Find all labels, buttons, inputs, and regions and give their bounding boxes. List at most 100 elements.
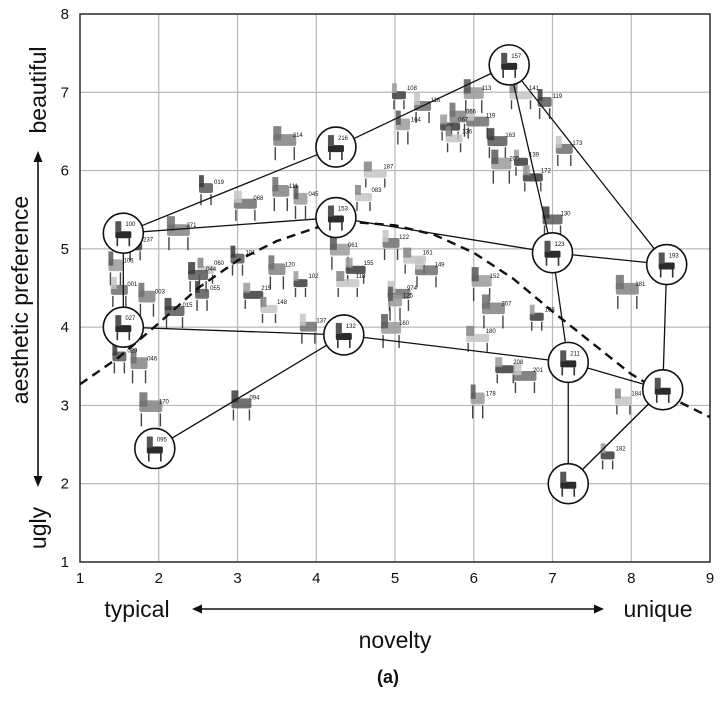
point-label: 215 [261,286,272,292]
chair-seat [327,145,344,153]
point-label: 137 [316,319,327,325]
point-label: 187 [383,164,394,170]
point-label: 044 [206,267,217,273]
chair-back [112,343,118,356]
point-label: 060 [214,261,225,267]
circled-point-label: 027 [125,316,136,322]
point-label: 119 [486,114,496,120]
chair-thumbnail [299,313,317,344]
chair-thumbnail [243,282,264,309]
point-label: 170 [159,399,170,405]
chair-back [273,126,282,141]
point-label: 173 [572,141,583,147]
chair-thumbnail [466,108,490,139]
x-tick-label: 1 [76,570,84,587]
point-label: 139 [529,153,540,159]
chair-thumbnail [363,161,387,188]
chair-back [495,357,503,368]
chair-back [146,436,153,448]
point-labels: 108 116 113 141 119 066 067 119 164 136 163 214 139 1… [123,86,646,452]
chair-back [414,92,421,106]
chair-back [130,349,137,364]
chair-thumbnail [230,245,245,276]
chair-seat [327,215,344,223]
point-label: 141 [529,86,540,92]
chair-back [615,274,624,290]
point-label: 178 [486,392,497,398]
chair-seat [514,157,528,166]
circled-point-label: 211 [570,351,580,357]
chair-thumbnail [231,390,252,421]
chair-thumbnail [555,136,573,166]
point-label: 181 [635,282,646,288]
chair-back [199,175,204,188]
point-label: 237 [143,237,154,243]
point-label: 046 [147,356,158,362]
chair-back [268,255,275,270]
point-label: 182 [616,446,627,452]
chair-thumbnail [293,184,308,219]
y-tick-label: 3 [61,397,69,414]
chair-back [470,384,476,399]
circled-point-label: 193 [669,254,680,260]
chair-seat [345,265,366,274]
point-label: 094 [249,395,260,401]
trend-curve-group [79,221,711,419]
chair-thumbnail [139,392,163,427]
point-label: 184 [631,392,642,398]
chair-seat [243,290,264,299]
x-tick-label: 4 [312,570,320,587]
outline-line [508,64,668,265]
chair-thumbnail [108,251,123,286]
chair-thumbnail [355,184,372,211]
chair-back [363,161,372,172]
chair-back [509,83,518,94]
chair-back [449,102,456,117]
point-label: 155 [364,261,375,267]
chair-seat [336,279,360,288]
point-label: 067 [458,118,469,124]
chair-thumbnail [470,384,485,419]
chair-thumbnail [138,282,156,317]
point-label: 101 [246,251,257,257]
chair-back [293,271,299,281]
chair-back [491,149,499,164]
chair-back [391,83,397,94]
chair-back [272,177,279,192]
chair-back [293,184,299,200]
point-label: 120 [285,262,296,268]
chair-seat [600,451,615,460]
y-tick-label: 5 [61,241,69,258]
chair-thumbnail [199,175,213,206]
chair-back [336,271,345,281]
circled-point-label: 095 [157,437,168,443]
chair-thumbnail [112,343,127,374]
chair-back [654,377,661,389]
point-label: 149 [435,262,446,268]
chair-thumbnail [188,262,209,293]
point-label: 015 [183,303,194,309]
point-label: 055 [210,286,221,292]
chair-back [139,392,148,407]
point-label: 125 [403,294,414,300]
chair-back [188,262,196,275]
point-label: 068 [253,196,264,202]
chair-thumbnail [463,79,484,114]
chair-back [542,206,550,219]
chair-seat [544,250,561,258]
point-label: 019 [214,180,225,186]
y-high-label: beautiful [25,47,51,134]
y-tick-label: 6 [61,163,69,180]
chair-seat [560,481,577,489]
chair-back [544,240,551,252]
point-label: 136 [462,129,473,135]
point-label: 106 [123,258,134,264]
chair-thumbnail [164,298,185,329]
chair-thumbnail [415,257,438,288]
chair-back [231,390,239,403]
chair-back [327,205,334,217]
circled-point: 100 [102,212,145,254]
point-label: 113 [482,86,492,92]
